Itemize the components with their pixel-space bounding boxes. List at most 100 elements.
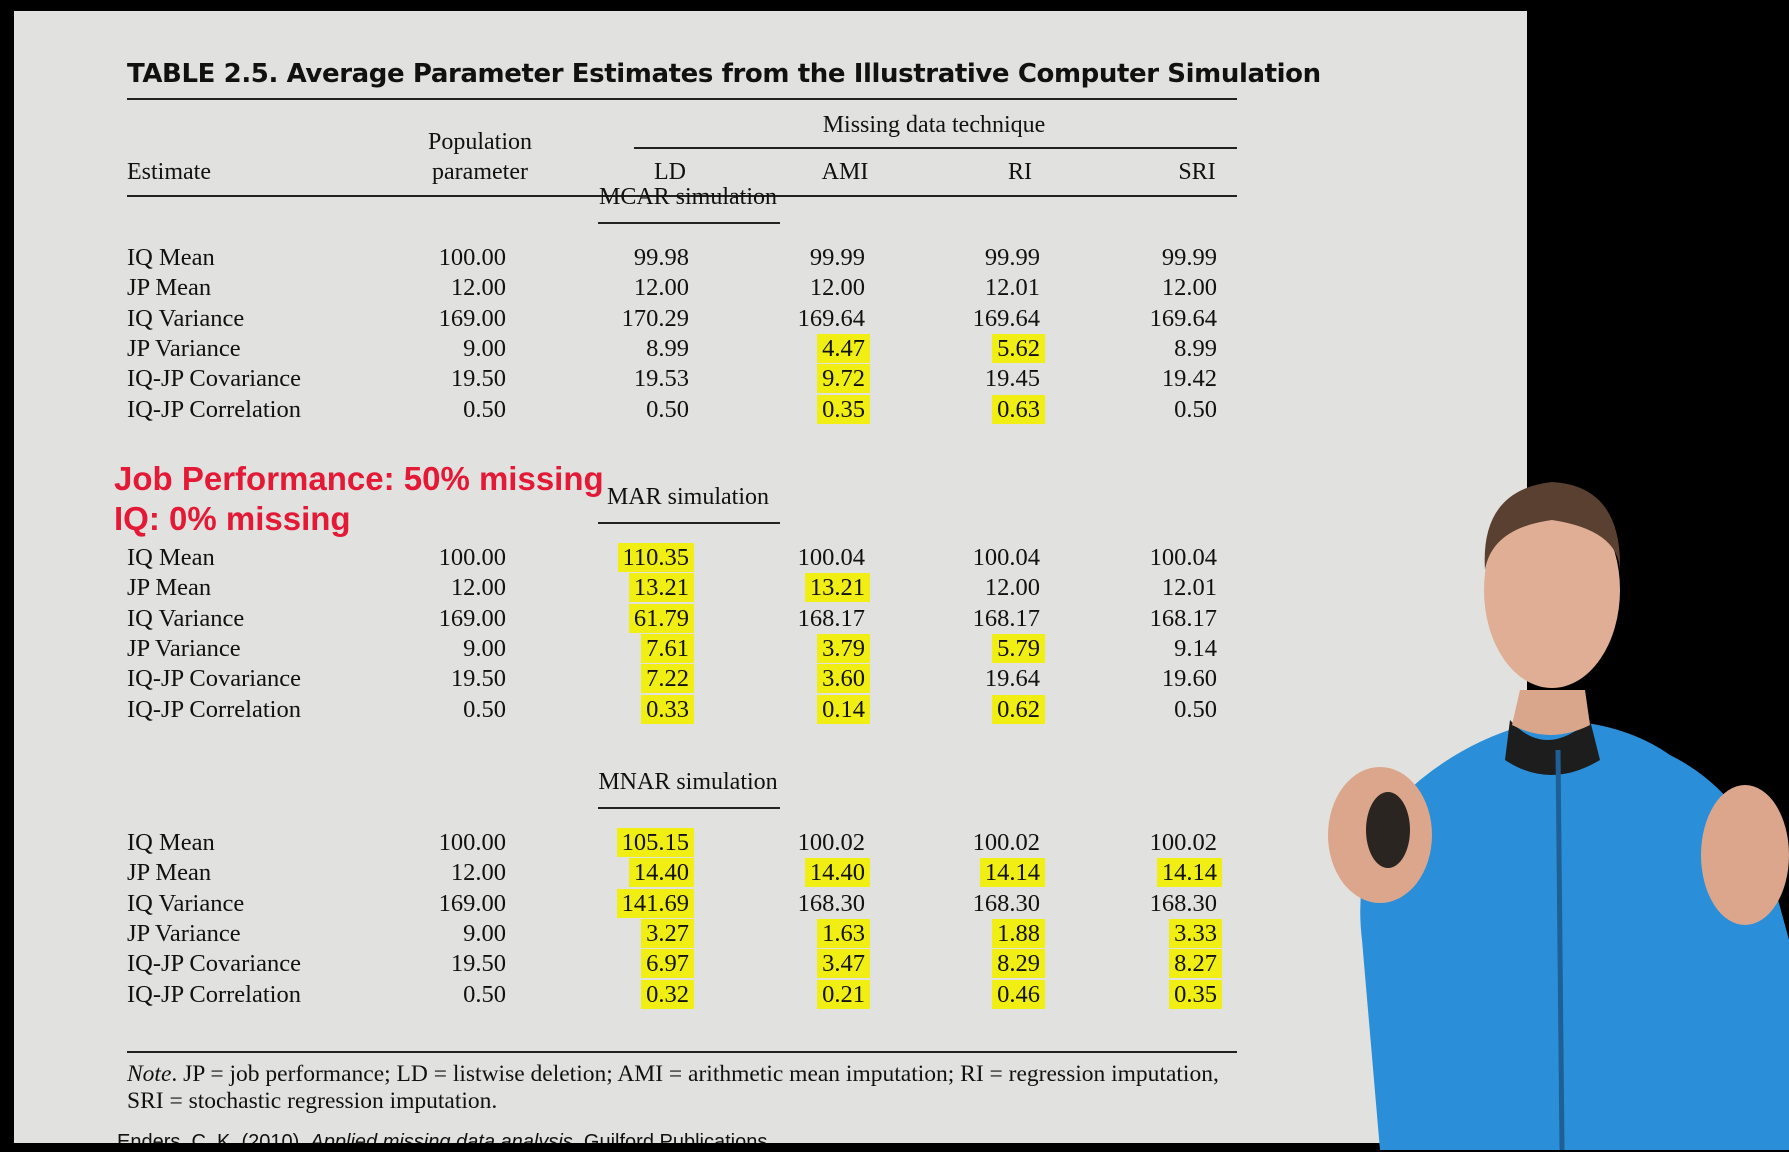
cell-value: 19.60 bbox=[1161, 665, 1217, 693]
section-title: MAR simulation bbox=[606, 484, 770, 510]
cell-value: 13.21 bbox=[628, 573, 694, 603]
cell-value: 14.40 bbox=[628, 858, 694, 888]
cell-value: 0.50 bbox=[1174, 695, 1217, 723]
cell-value: 14.14 bbox=[1156, 858, 1222, 888]
cell-value: 100.00 bbox=[438, 244, 506, 271]
row-label: JP Variance bbox=[127, 634, 241, 662]
presenter-clicker bbox=[1366, 792, 1410, 868]
table-row: IQ-JP Correlation 0.50 0.33 0.14 0.62 0.50 bbox=[14, 694, 1254, 727]
cell-value: 0.35 bbox=[1169, 979, 1222, 1009]
cell-value: 12.00 bbox=[1161, 274, 1217, 302]
cell-value: 100.02 bbox=[797, 829, 865, 856]
cell-value: 8.99 bbox=[1174, 334, 1217, 362]
row-label: JP Mean bbox=[127, 574, 212, 602]
table-row: IQ Variance 169.00 61.79 168.17 168.17 168.17 bbox=[14, 603, 1254, 636]
cell-value: 168.17 bbox=[797, 604, 865, 632]
cell-value: 168.30 bbox=[797, 889, 865, 917]
cell-value: 0.50 bbox=[1174, 395, 1217, 423]
cell-ld: 0.50 bbox=[641, 396, 694, 424]
cell-value: 3.79 bbox=[817, 633, 870, 663]
table-row: IQ Variance 169.00 141.69 168.30 168.30 168.3… bbox=[14, 888, 1254, 921]
row-label: IQ Variance bbox=[127, 304, 245, 332]
row-label: JP Mean bbox=[127, 274, 212, 302]
presenter-face bbox=[1484, 492, 1620, 688]
citation-book: Applied missing data analysis bbox=[310, 1131, 573, 1143]
cell-ri: 5.79 bbox=[992, 633, 1045, 663]
cell-ri: 0.46 bbox=[992, 979, 1045, 1009]
cell-value: 100.04 bbox=[972, 544, 1040, 571]
cell-sri: 8.99 bbox=[1169, 335, 1222, 363]
cell-ri: 8.29 bbox=[992, 949, 1045, 979]
cell-sri: 3.33 bbox=[1169, 918, 1222, 948]
cell-ld: 0.32 bbox=[641, 979, 694, 1009]
cell-sri: 168.30 bbox=[1145, 890, 1222, 918]
section-title-rule bbox=[598, 522, 780, 524]
cell-ld: 99.98 bbox=[629, 244, 694, 272]
cell-ri: 5.62 bbox=[992, 333, 1045, 363]
presenter-hair bbox=[1484, 482, 1621, 570]
cell-ld: 105.15 bbox=[616, 828, 694, 857]
header-ami: AMI bbox=[821, 159, 869, 185]
cell-sri: 8.27 bbox=[1169, 949, 1222, 979]
table-title: TABLE 2.5. Average Parameter Estimates f… bbox=[127, 59, 1321, 89]
header-ld: LD bbox=[654, 159, 686, 185]
header-population-line2: parameter bbox=[432, 159, 528, 185]
cell-value: 61.79 bbox=[628, 603, 694, 633]
row-label: IQ-JP Covariance bbox=[127, 365, 301, 393]
cell-sri: 19.60 bbox=[1157, 665, 1222, 693]
cell-sri: 12.00 bbox=[1157, 274, 1222, 302]
table-row: IQ-JP Covariance 19.50 19.53 9.72 19.45 19.42 bbox=[14, 364, 1254, 396]
cell-ld: 110.35 bbox=[617, 543, 694, 572]
cell-value: 141.69 bbox=[616, 888, 694, 918]
cell-ami: 1.63 bbox=[817, 918, 870, 948]
cell-ld: 7.22 bbox=[641, 664, 694, 694]
cell-pop: 19.50 bbox=[446, 665, 511, 693]
cell-sri: 12.01 bbox=[1157, 574, 1222, 602]
cell-value: 168.17 bbox=[972, 604, 1040, 632]
cell-value: 0.14 bbox=[817, 694, 870, 724]
cell-value: 100.00 bbox=[438, 544, 506, 571]
table-row: IQ Variance 169.00 170.29 169.64 169.64 169.6… bbox=[14, 305, 1254, 336]
cell-value: 14.14 bbox=[979, 858, 1045, 888]
cell-pop: 100.00 bbox=[434, 244, 511, 272]
row-label: IQ Variance bbox=[127, 889, 245, 917]
cell-value: 9.00 bbox=[463, 334, 506, 362]
cell-pop: 12.00 bbox=[446, 574, 511, 602]
row-label: JP Variance bbox=[127, 334, 241, 362]
cell-value: 3.47 bbox=[817, 949, 870, 979]
cell-value: 0.62 bbox=[992, 694, 1045, 724]
header-ri: RI bbox=[1008, 159, 1032, 185]
section-title-rule bbox=[598, 222, 780, 224]
cell-ld: 0.33 bbox=[641, 694, 694, 724]
cell-value: 12.01 bbox=[984, 274, 1040, 302]
cell-value: 12.00 bbox=[450, 274, 506, 302]
cell-ri: 100.04 bbox=[968, 544, 1045, 572]
section-title: MNAR simulation bbox=[598, 769, 778, 795]
cell-value: 8.99 bbox=[646, 334, 689, 362]
cell-value: 100.04 bbox=[1149, 544, 1217, 571]
row-label: IQ-JP Correlation bbox=[127, 980, 301, 1008]
section-title-rule bbox=[598, 807, 780, 809]
note-rule bbox=[127, 1051, 1237, 1053]
cell-value: 169.64 bbox=[797, 304, 865, 332]
cell-ld: 19.53 bbox=[629, 365, 694, 393]
presenter-shirt bbox=[1505, 720, 1600, 775]
cell-sri: 9.14 bbox=[1169, 635, 1222, 663]
cell-value: 0.21 bbox=[817, 979, 870, 1009]
cell-ld: 6.97 bbox=[641, 949, 694, 979]
presenter-jacket bbox=[1360, 720, 1789, 1150]
cell-ld: 13.21 bbox=[628, 573, 694, 603]
cell-value: 0.50 bbox=[646, 395, 689, 423]
cell-value: 99.99 bbox=[1161, 244, 1217, 271]
title-rule bbox=[127, 98, 1237, 100]
cell-value: 14.40 bbox=[804, 858, 870, 888]
row-label: IQ Variance bbox=[127, 604, 245, 632]
cell-ami: 100.02 bbox=[793, 829, 870, 857]
cell-ri: 0.63 bbox=[992, 394, 1045, 424]
cell-ri: 12.01 bbox=[980, 274, 1045, 302]
cell-value: 8.29 bbox=[992, 949, 1045, 979]
table-note: Note. JP = job performance; LD = listwis… bbox=[127, 1061, 1237, 1115]
cell-value: 12.00 bbox=[809, 274, 865, 302]
overlay-line-job-performance: Job Performance: 50% missing bbox=[114, 460, 604, 497]
cell-sri: 100.04 bbox=[1145, 544, 1222, 572]
